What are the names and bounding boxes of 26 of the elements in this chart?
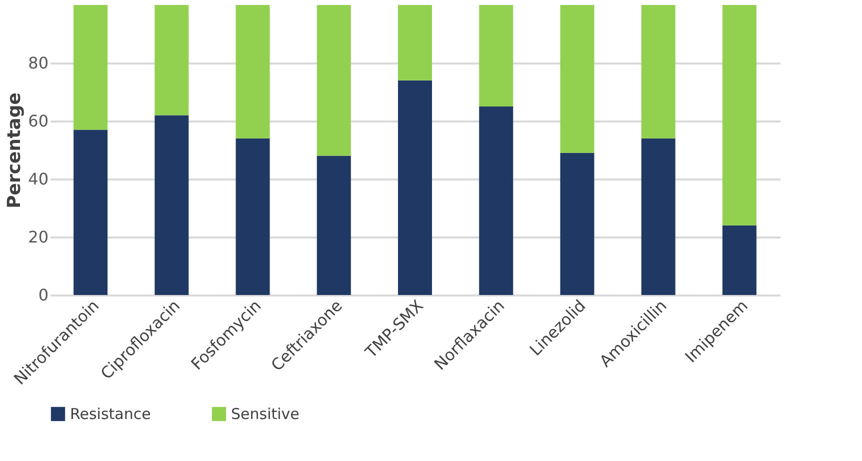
y-tick-label: 40 [28, 170, 48, 188]
bar [479, 106, 514, 295]
bar [722, 225, 756, 295]
bar [479, 5, 514, 106]
bar [641, 5, 676, 138]
legend-label: Sensitive [231, 405, 300, 423]
bar [236, 5, 270, 138]
legend-label: Resistance [70, 405, 151, 423]
bar [560, 5, 594, 153]
y-tick-label: 20 [28, 228, 48, 246]
bar [398, 80, 432, 295]
bar [236, 138, 270, 295]
bar [560, 152, 594, 295]
y-tick-label: 60 [28, 112, 48, 130]
bar [74, 130, 108, 295]
bar [722, 5, 756, 226]
bar [316, 5, 351, 156]
bar [316, 156, 351, 295]
y-axis-title: Percentage [4, 92, 26, 208]
y-tick-label: 0 [38, 286, 48, 304]
bar [154, 5, 189, 116]
bar [154, 115, 189, 295]
y-tick-label: 80 [28, 54, 48, 72]
bar [74, 5, 108, 130]
bar [398, 5, 432, 80]
bar [641, 138, 676, 295]
